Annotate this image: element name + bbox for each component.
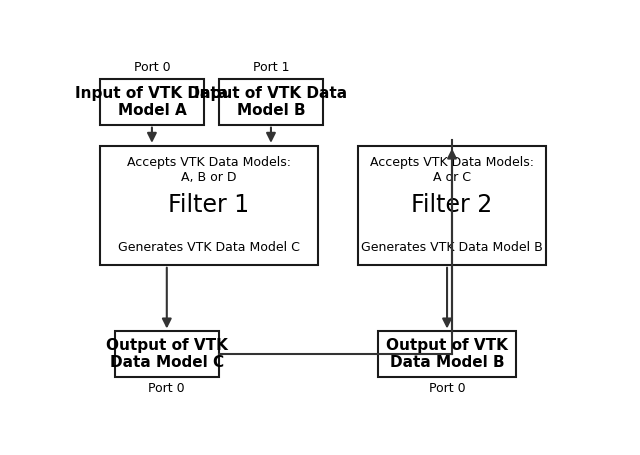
Text: Output of VTK
Data Model C: Output of VTK Data Model C	[106, 338, 228, 370]
Text: Filter 2: Filter 2	[412, 193, 493, 217]
Text: Port 1: Port 1	[253, 61, 289, 74]
Text: Accepts VTK Data Models:
A, B or D: Accepts VTK Data Models: A, B or D	[127, 156, 291, 184]
Text: Port 0: Port 0	[429, 382, 465, 395]
Bar	[100, 79, 204, 125]
Text: Accepts VTK Data Models:
A or C: Accepts VTK Data Models: A or C	[370, 156, 534, 184]
Text: Input of VTK Data
Model A: Input of VTK Data Model A	[76, 86, 228, 118]
Text: Filter 1: Filter 1	[168, 193, 250, 217]
Text: Output of VTK
Data Model B: Output of VTK Data Model B	[386, 338, 508, 370]
Text: Port 0: Port 0	[148, 382, 185, 395]
Bar	[100, 146, 318, 265]
Text: Port 0: Port 0	[134, 61, 170, 74]
Bar	[378, 331, 516, 377]
Text: Generates VTK Data Model B: Generates VTK Data Model B	[361, 241, 543, 254]
Text: Input of VTK Data
Model B: Input of VTK Data Model B	[195, 86, 348, 118]
Bar	[115, 331, 219, 377]
Text: Generates VTK Data Model C: Generates VTK Data Model C	[118, 241, 300, 254]
Bar	[358, 146, 547, 265]
Bar	[219, 79, 323, 125]
